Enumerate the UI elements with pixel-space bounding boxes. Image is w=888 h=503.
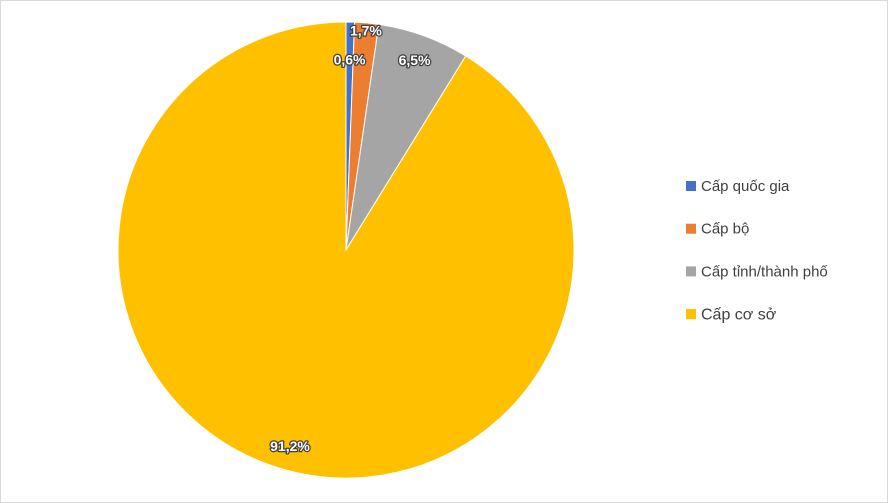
legend-label: Cấp cơ sở	[701, 306, 777, 323]
data-label: 91,2%	[270, 438, 310, 454]
data-label: 1,7%	[350, 23, 382, 39]
legend-swatch	[686, 309, 696, 320]
data-label: 0,6%	[334, 51, 366, 67]
legend-label: Cấp tỉnh/thành phố	[701, 263, 828, 280]
pie-slice	[117, 21, 575, 479]
data-label: 6,5%	[399, 52, 431, 68]
legend-swatch	[686, 181, 696, 191]
legend-label: Cấp quốc gia	[701, 178, 790, 195]
legend-label: Cấp bộ	[701, 221, 749, 238]
legend-swatch	[686, 266, 696, 277]
legend-swatch	[686, 223, 696, 234]
